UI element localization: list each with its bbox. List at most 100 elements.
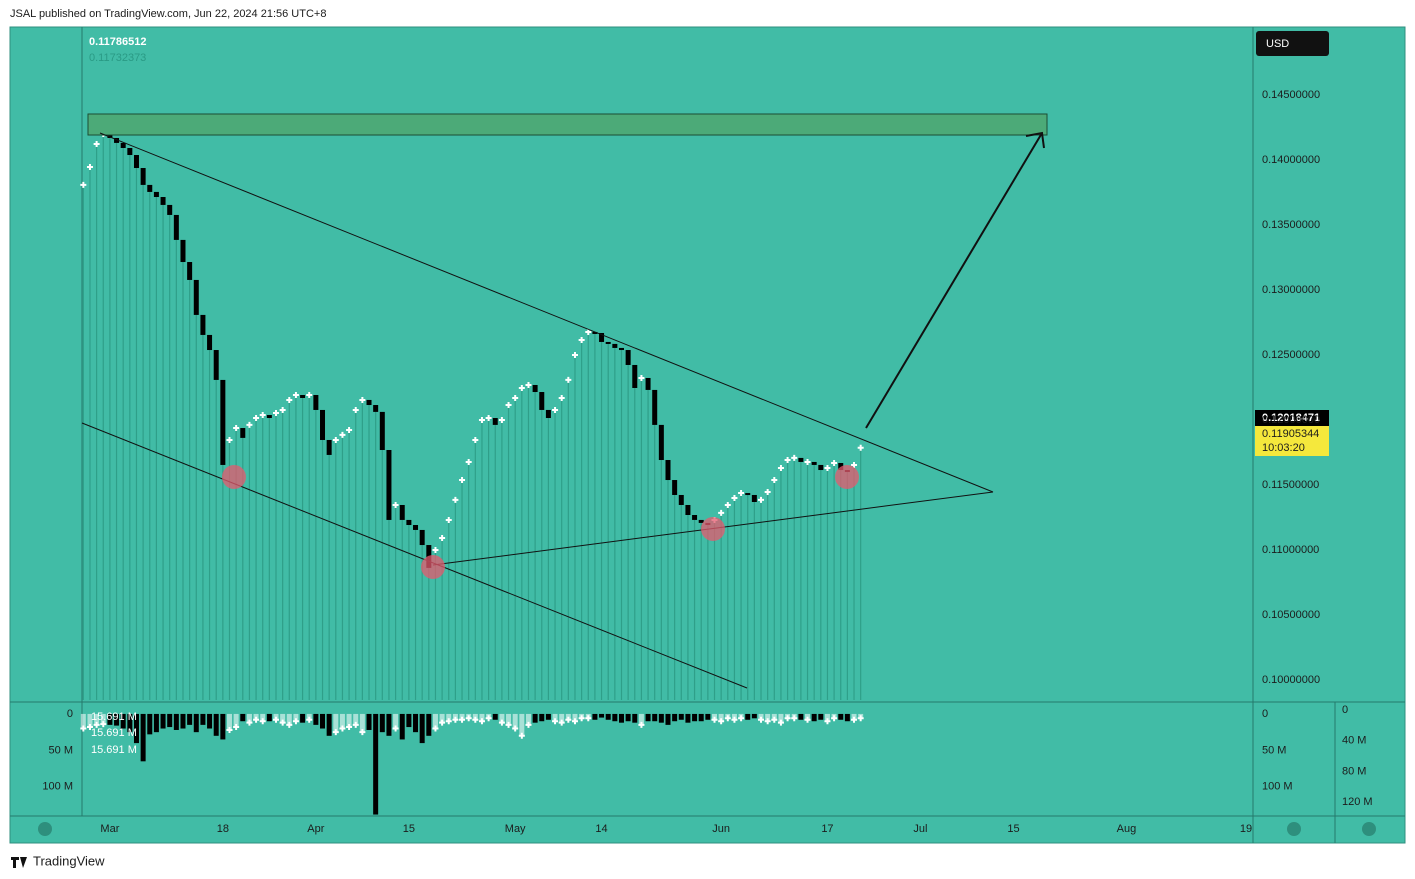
up-marker [86,163,93,170]
volume-bar [147,713,153,735]
down-candle [685,504,691,516]
down-candle [838,462,844,471]
volume-up-marker [292,718,299,725]
volume-y2-tick-label: 120 M [1342,796,1373,808]
down-candle [745,493,751,496]
up-marker [478,416,485,423]
x-tick-label: 19 [1240,823,1252,835]
volume-up-marker [711,716,718,723]
up-marker [439,535,446,542]
volume-up-marker [512,725,519,732]
high-price-label: 0.12018471 [1262,412,1320,424]
down-candle [153,191,159,198]
down-candle [207,334,213,351]
down-candle [379,411,385,450]
volume-bar [386,713,392,736]
volume-up-marker [777,719,784,726]
volume-bar [432,713,438,729]
volume-bar [379,713,385,733]
down-candle [751,494,757,503]
down-candle [658,424,664,461]
volume-bar [612,713,618,722]
up-marker [758,496,765,503]
volume-bar [173,713,179,730]
volume-bar [426,713,432,736]
volume-bar [187,713,193,725]
volume-bar [844,713,850,722]
volume-up-marker [804,716,811,723]
volume-bar [339,713,345,729]
y-tick-label: 0.14000000 [1262,154,1320,166]
chart-frame [9,26,1406,844]
axis-icon[interactable] [38,822,52,836]
volume-bar [167,713,173,728]
volume-y2-tick-label: 80 M [1342,765,1366,777]
volume-bar [153,713,159,733]
up-marker [452,496,459,503]
volume-up-marker [498,719,505,726]
volume-up-marker [518,732,525,739]
volume-bar [605,713,611,720]
arrow-shaft [865,132,1043,429]
volume-y2-tick-label: 0 [1342,704,1348,716]
down-candle [386,449,392,520]
volume-bar [220,713,226,740]
volume-up-marker [306,716,313,723]
up-marker [332,436,339,443]
legend-value: 0.11786512 [89,36,147,48]
currency-label: USD [1266,38,1289,50]
volume-bar [80,713,86,729]
up-marker [432,546,439,553]
volume-up-marker [638,721,645,728]
down-candle [625,350,631,365]
volume-bar [811,713,817,722]
volume-bar [645,713,651,722]
volume-bar [532,713,538,723]
down-candle [313,395,319,410]
up-marker [352,406,359,413]
volume-up-marker [93,721,100,728]
volume-tick-label: 50 M [1262,744,1286,756]
down-candle [320,409,326,440]
up-marker [731,494,738,501]
volume-bar [745,713,751,720]
down-candle [200,314,206,335]
up-marker [565,376,572,383]
pivot-marker [421,555,445,579]
currency-button[interactable] [1256,31,1329,56]
volume-bar [479,713,485,722]
volume-bar [599,713,605,718]
up-marker [445,516,452,523]
volume-up-marker [505,721,512,728]
volume-bar [419,713,425,744]
volume-up-marker [339,725,346,732]
volume-bar [545,713,551,720]
volume-up-marker [100,721,107,728]
publish-header: JSAL published on TradingView.com, Jun 2… [10,8,326,20]
down-candle [612,343,618,348]
volume-bar [718,713,724,722]
volume-bar [94,713,100,725]
down-candle [240,428,246,438]
y-tick-label: 0.10500000 [1262,609,1320,621]
up-marker [259,412,266,419]
volume-up-marker [791,715,798,722]
axis-icon[interactable] [1287,822,1301,836]
down-candle [492,418,498,425]
volume-bar [685,713,691,723]
x-tick-label: Mar [100,823,119,835]
axis-icon[interactable] [1362,822,1376,836]
volume-up-marker [432,725,439,732]
volume-bar [240,713,246,722]
volume-up-marker [259,718,266,725]
volume-bar [824,713,830,722]
volume-bar [366,713,372,730]
down-candle [672,480,678,495]
volume-up-marker [445,718,452,725]
volume-bar [751,713,757,719]
volume-up-marker [359,729,366,736]
y-tick-label: 0.10000000 [1262,674,1320,686]
volume-up-marker [226,726,233,733]
y-tick-label: 0.11500000 [1262,479,1319,491]
up-marker [525,381,532,388]
